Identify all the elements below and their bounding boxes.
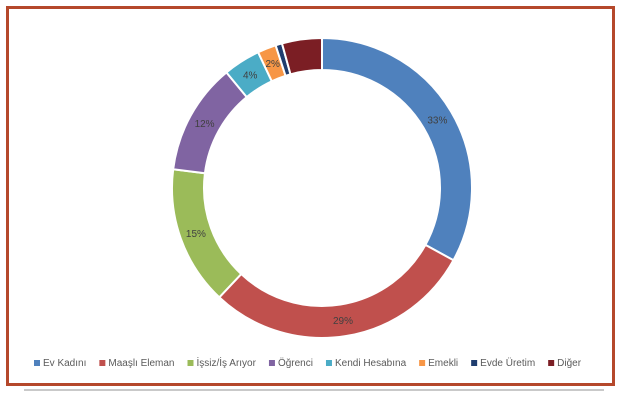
legend-swatch-diger [548, 360, 555, 366]
legend-label-ogrenci: Öğrenci [278, 357, 313, 369]
legend-swatch-ev-kadini [34, 360, 40, 366]
slice-labels-group: 33% 29% 15% 12% 4% 2% [186, 59, 448, 327]
legend-swatch-ogrenci [268, 360, 275, 366]
slice-label-emekli: 2% [265, 59, 280, 70]
slice-label-issiz-is-ariyor: 15% [186, 229, 206, 240]
legend-swatch-maasli-eleman [99, 360, 106, 366]
slice-diger [280, 36, 323, 76]
slice-label-maasli-eleman: 29% [333, 316, 353, 327]
slices-group [171, 36, 473, 339]
legend-swatch-emekli [419, 360, 426, 366]
legend-label-maasli-eleman: Maaşlı Eleman [108, 358, 174, 369]
legend: Ev Kadını Maaşlı Eleman İşsiz/İş Arıyor Öğr… [34, 356, 582, 369]
slice-issiz-is-ariyor [171, 168, 243, 299]
slice-label-ogrenci: 12% [195, 119, 215, 130]
legend-label-ev-kadini: Ev Kadını [43, 358, 86, 369]
legend-label-emekli: Emekli [428, 358, 458, 369]
bottom-divider [24, 389, 604, 391]
slice-label-kendi-hesabina: 4% [243, 70, 258, 81]
legend-swatch-kendi-hesabina [325, 360, 332, 366]
legend-label-issiz-is-ariyor: İşsiz/İş Arıyor [197, 356, 257, 369]
legend-swatch-evde-uretim [471, 360, 478, 366]
legend-label-kendi-hesabina: Kendi Hesabına [335, 358, 407, 369]
slice-ev-kadini [321, 36, 473, 262]
legend-label-diger: Diğer [557, 358, 582, 369]
legend-label-evde-uretim: Evde Üretim [480, 357, 535, 369]
legend-swatch-issiz-is-ariyor [187, 360, 194, 366]
slice-label-ev-kadini: 33% [427, 115, 447, 126]
